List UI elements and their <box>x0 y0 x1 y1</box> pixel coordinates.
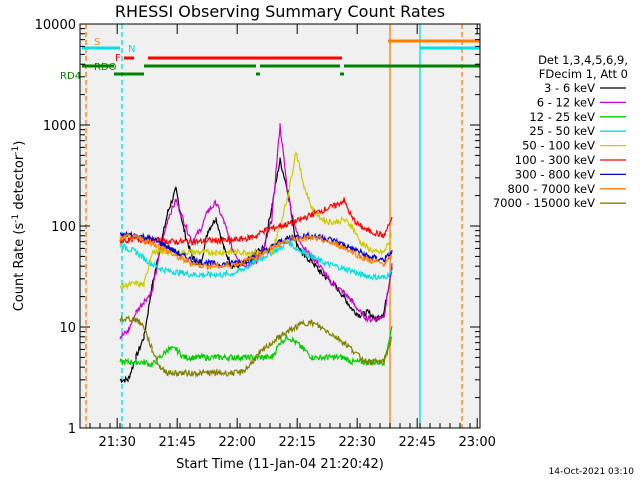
x-tick-label-3: 22:15 <box>278 435 315 450</box>
legend-label-4: 50 - 100 keV <box>522 139 595 153</box>
legend-label-8: 7000 - 15000 keV <box>493 196 595 210</box>
y-axis-label-part3: ) <box>12 141 27 146</box>
legend-header-line1: Det 1,3,4,5,6,9, <box>538 53 628 67</box>
legend-header-line2: FDecim 1, Att 0 <box>539 67 628 81</box>
series-line-3 <box>119 238 393 281</box>
x-tick-label-4: 22:30 <box>338 435 375 450</box>
y-tick-label-1: 10 <box>59 321 76 336</box>
series-lines <box>119 123 393 384</box>
axis-ticks: 21:30 21:45 22:00 22:15 22:30 22:45 23:00 1 10 10… <box>35 18 496 450</box>
legend-label-7: 800 - 7000 keV <box>507 182 595 196</box>
legend-label-3: 25 - 50 keV <box>529 124 595 138</box>
y-tick-label-2: 100 <box>51 220 76 235</box>
flag-label-0: S <box>94 37 100 48</box>
x-tick-label-6: 23:00 <box>458 435 495 450</box>
y-axis-label-part1: Count Rate (s <box>12 223 27 312</box>
legend-label-6: 300 - 800 keV <box>515 167 595 181</box>
flag-label-3: RDO <box>94 62 117 73</box>
legend-label-0: 3 - 6 keV <box>544 81 595 95</box>
y-tick-label-4: 10000 <box>35 18 76 33</box>
legend-label-1: 6 - 12 keV <box>537 95 595 109</box>
x-tick-label-0: 21:30 <box>98 435 135 450</box>
y-axis-label-sup1: -1 <box>11 214 21 223</box>
y-tick-label-0: 1 <box>68 422 76 437</box>
chart-title: RHESSI Observing Summary Count Rates <box>115 2 445 21</box>
series-line-5 <box>119 197 393 247</box>
flag-label-1: N <box>128 44 135 55</box>
flag-label-4: RD4 <box>60 71 81 82</box>
y-axis-label-sup2: -1 <box>11 146 21 155</box>
y-axis-label: Count Rate (s-1 detector-1) <box>11 141 27 312</box>
series-line-7 <box>119 233 393 271</box>
series-line-8 <box>119 314 393 379</box>
legend-label-2: 12 - 25 keV <box>529 110 595 124</box>
x-axis-label: Start Time (11-Jan-04 21:20:42) <box>176 457 384 472</box>
x-tick-label-5: 22:45 <box>398 435 435 450</box>
y-axis-label-part2: detector <box>12 154 27 214</box>
x-tick-label-2: 22:00 <box>218 435 255 450</box>
series-line-0 <box>119 157 393 384</box>
y-tick-label-3: 1000 <box>43 119 76 134</box>
timestamp: 14-Oct-2021 03:10 <box>549 467 635 477</box>
x-tick-label-1: 21:45 <box>158 435 195 450</box>
legend-label-5: 100 - 300 keV <box>515 153 595 167</box>
flag-label-2: F <box>115 53 121 64</box>
